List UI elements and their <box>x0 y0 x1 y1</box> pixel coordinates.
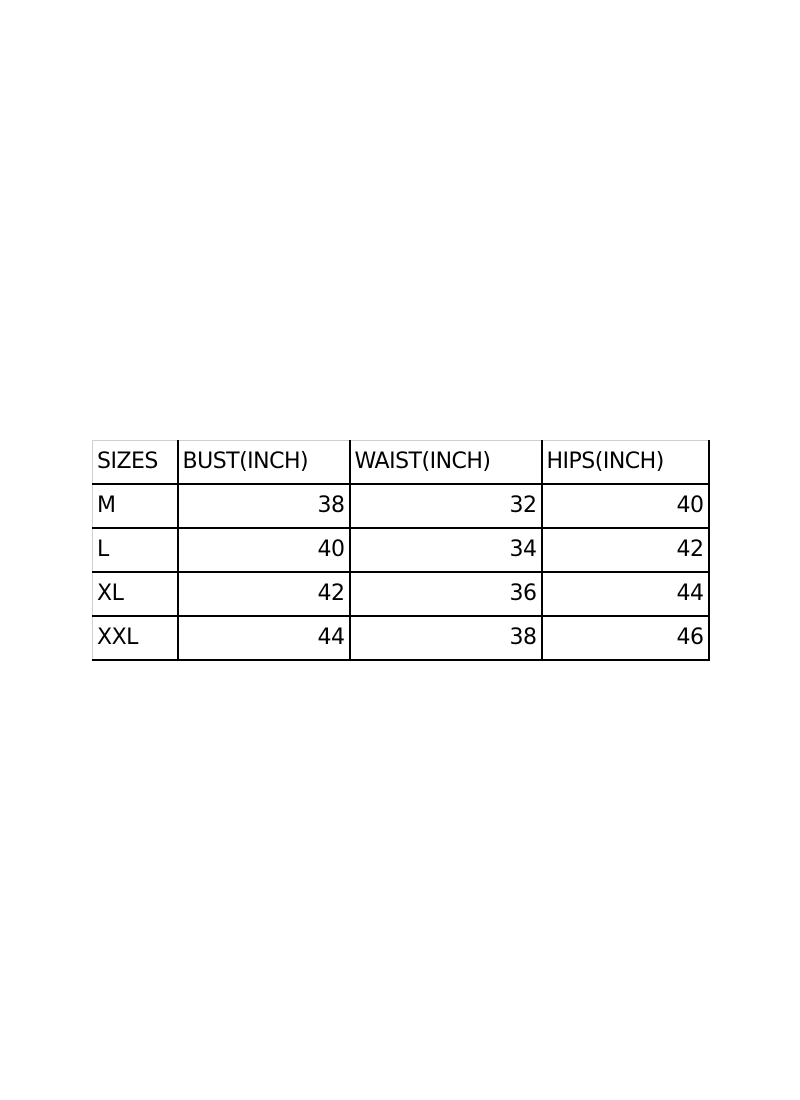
size-chart-table: SIZES BUST(INCH) WAIST(INCH) HIPS(INCH) … <box>92 440 710 661</box>
waist-cell: 38 <box>348 615 543 661</box>
header-cell: HIPS(INCH) <box>540 440 710 485</box>
header-cell: SIZES <box>92 440 179 485</box>
table-row: XXL 44 38 46 <box>92 615 710 661</box>
header-row: SIZES BUST(INCH) WAIST(INCH) HIPS(INCH) <box>92 440 710 485</box>
waist-cell: 32 <box>348 483 543 529</box>
header-cell: WAIST(INCH) <box>348 440 543 485</box>
table-row: L 40 34 42 <box>92 527 710 573</box>
hips-cell: 44 <box>540 571 710 617</box>
table-row: XL 42 36 44 <box>92 571 710 617</box>
bust-cell: 40 <box>176 527 351 573</box>
waist-cell: 34 <box>348 527 543 573</box>
size-cell: XL <box>92 571 179 617</box>
waist-cell: 36 <box>348 571 543 617</box>
size-cell: M <box>92 483 179 529</box>
table-row: M 38 32 40 <box>92 483 710 529</box>
hips-cell: 46 <box>540 615 710 661</box>
header-cell: BUST(INCH) <box>176 440 351 485</box>
hips-cell: 40 <box>540 483 710 529</box>
hips-cell: 42 <box>540 527 710 573</box>
size-cell: XXL <box>92 615 179 661</box>
bust-cell: 44 <box>176 615 351 661</box>
size-cell: L <box>92 527 179 573</box>
bust-cell: 38 <box>176 483 351 529</box>
bust-cell: 42 <box>176 571 351 617</box>
